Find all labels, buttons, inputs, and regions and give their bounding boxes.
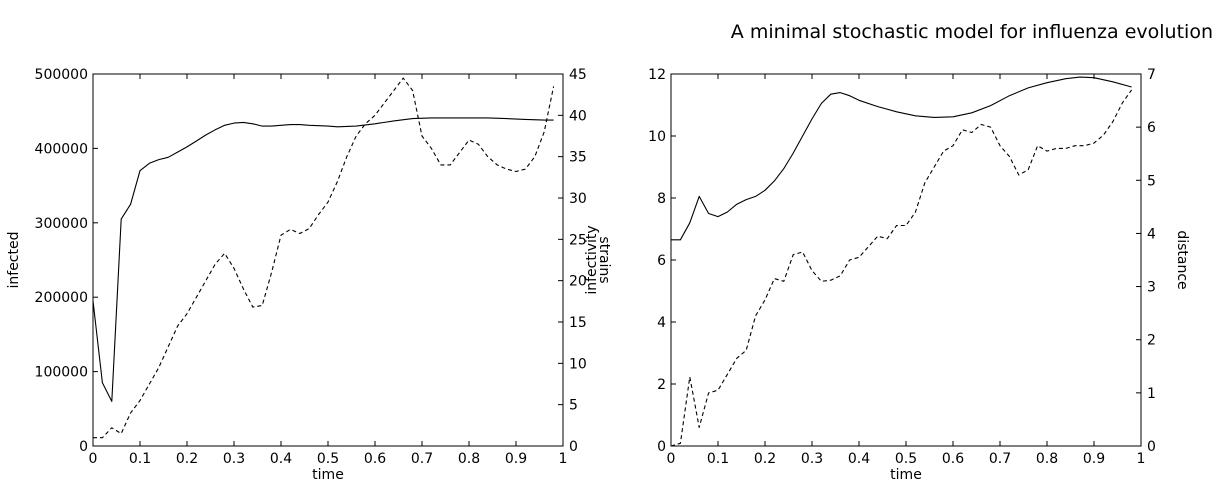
y-left-tick-label: 2: [657, 377, 666, 393]
x-axis-title: time: [890, 467, 922, 483]
x-axis-title: time: [312, 467, 344, 483]
x-tick-label: 0.3: [801, 451, 823, 467]
x-tick-label: 0.4: [848, 451, 870, 467]
y-right-tick-label: 30: [569, 191, 587, 207]
plot-frame: [92, 73, 564, 447]
series-line-solid: [671, 76, 1132, 241]
x-tick-label: 0: [667, 451, 676, 467]
chart-1: 0 0.1 0.2 0.3 0.4 0.5 0.6 0.7 0.8 0.9 101000002000…: [6, 67, 612, 483]
y-right-tick-label: 7: [1147, 67, 1156, 83]
y-right-tick-label: 5: [1147, 173, 1156, 189]
x-tick-label: 0.3: [223, 451, 245, 467]
y-left-tick-label: 300000: [35, 216, 88, 232]
y-right-tick-label: 0: [1147, 439, 1156, 455]
x-tick-label: 0.9: [505, 451, 527, 467]
x-tick-label: 0.4: [270, 451, 292, 467]
y-left-tick-label: 500000: [35, 67, 88, 83]
x-tick-label: 1: [1137, 451, 1146, 467]
y-left-tick-label: 10: [648, 129, 666, 145]
x-tick-label: 0.7: [411, 451, 433, 467]
y-left-tick-label: 8: [657, 191, 666, 207]
series-line-solid: [92, 117, 554, 402]
y-right-tick-label: 25: [569, 232, 587, 248]
y-right-tick-label: 3: [1147, 280, 1156, 296]
y-left-tick-label: 0: [79, 439, 88, 455]
y-right-tick-label: 15: [569, 315, 587, 331]
y-right-tick-label: 5: [569, 398, 578, 414]
y-right-tick-label: 4: [1147, 226, 1156, 242]
x-tick-label: 0.8: [458, 451, 480, 467]
y-right-tick-label: 2: [1147, 333, 1156, 349]
y-left-tick-label: 400000: [35, 141, 88, 157]
y-left-axis-title: infected: [6, 232, 22, 289]
x-tick-label: 0.8: [1036, 451, 1058, 467]
x-tick-label: 1: [559, 451, 568, 467]
x-tick-label: 0.2: [754, 451, 776, 467]
x-tick-label: 0.6: [364, 451, 386, 467]
x-tick-label: 0.5: [895, 451, 917, 467]
y-left-tick-label: 0: [657, 439, 666, 455]
y-right-tick-label: 0: [569, 439, 578, 455]
y-right-axis-title: distance: [1174, 230, 1190, 289]
chart-2: 0 0.1 0.2 0.3 0.4 0.5 0.6 0.7 0.8 0.9 102468101201…: [584, 67, 1190, 483]
plot-frame: [670, 73, 1142, 447]
y-left-tick-label: 4: [657, 315, 666, 331]
x-tick-label: 0.1: [707, 451, 729, 467]
x-tick-label: 0.6: [942, 451, 964, 467]
x-tick-label: 0.9: [1083, 451, 1105, 467]
series-line-dashed: [670, 89, 1133, 447]
y-left-tick-label: 200000: [35, 290, 88, 306]
y-right-tick-label: 1: [1147, 386, 1156, 402]
x-tick-label: 0.7: [989, 451, 1011, 467]
x-tick-label: 0.2: [176, 451, 198, 467]
y-right-tick-label: 40: [569, 108, 587, 124]
y-right-tick-label: 10: [569, 356, 587, 372]
x-tick-label: 0.1: [129, 451, 151, 467]
y-right-tick-label: 35: [569, 150, 587, 166]
running-title: A minimal stochastic model for influenza…: [730, 21, 1213, 43]
series-line-dashed: [93, 77, 555, 439]
y-right-axis-title: strains: [596, 236, 612, 283]
x-tick-label: 0: [89, 451, 98, 467]
y-left-tick-label: 100000: [35, 365, 88, 381]
y-right-tick-label: 20: [569, 274, 587, 290]
y-left-tick-label: 6: [657, 253, 666, 269]
y-right-tick-label: 6: [1147, 120, 1156, 136]
y-left-tick-label: 12: [648, 67, 666, 83]
y-right-tick-label: 45: [569, 67, 587, 83]
y-left-axis-title: infectivity: [584, 225, 600, 294]
x-tick-label: 0.5: [317, 451, 339, 467]
